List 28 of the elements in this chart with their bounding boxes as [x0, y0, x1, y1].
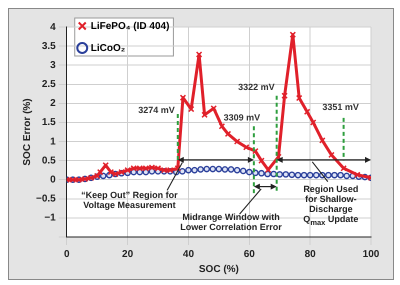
- annotation: Region Used for Shallow-Discharge Q$_{max}$ Update: [302, 184, 360, 228]
- x-tick-label: 100: [362, 248, 380, 260]
- x-tick-label: 40: [182, 248, 194, 260]
- annotation: Midrange Window with Lower Correlation Error: [179, 212, 283, 232]
- y-tick-label: 0: [50, 174, 56, 186]
- y-axis-title: SOC Error (%): [22, 98, 33, 166]
- y-tick-label: −1: [44, 212, 56, 224]
- y-tick-label: 3.5: [42, 40, 56, 52]
- ref-line-label: 3274 mV: [138, 104, 175, 115]
- x-axis-title: SOC (%): [198, 264, 239, 275]
- y-tick-label: 0.5: [42, 155, 56, 166]
- annotation: “Keep Out” Region for Voltage Measurement: [80, 190, 179, 210]
- y-tick-label: −0.5: [36, 194, 56, 205]
- y-tick-label: 1: [50, 136, 56, 148]
- legend-label: LiFePO₄ (ID 404): [90, 20, 170, 32]
- ref-line-label: 3351 mV: [322, 102, 359, 112]
- ref-line-label: 3309 mV: [224, 112, 260, 123]
- y-tick-label: 1.5: [42, 117, 56, 128]
- x-tick-label: 0: [64, 248, 70, 260]
- y-tick-label: 2.5: [42, 79, 56, 90]
- y-tick-label: 2: [50, 98, 56, 110]
- legend-label: LiCoO₂: [90, 42, 126, 54]
- y-tick-label: 3: [50, 60, 56, 71]
- ref-line-label: 3322 mV: [238, 82, 275, 92]
- x-tick-label: 20: [122, 248, 134, 260]
- x-tick-label: 80: [304, 248, 316, 260]
- y-tick-label: 4: [50, 22, 56, 33]
- x-tick-label: 60: [244, 248, 256, 260]
